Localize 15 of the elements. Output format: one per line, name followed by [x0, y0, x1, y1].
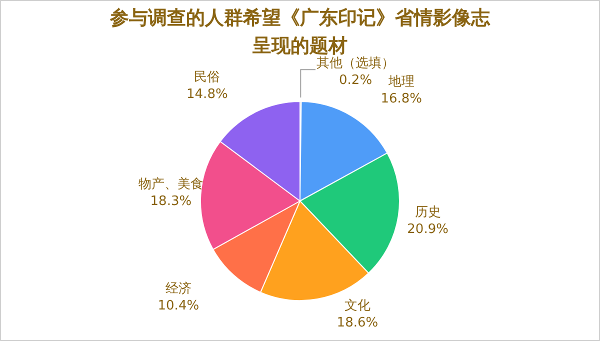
data-label: 18.6% — [336, 315, 378, 330]
data-label: 14.8% — [186, 86, 228, 102]
chart-title: 参与调查的人群希望《广东印记》省情影像志呈现的题材 — [109, 6, 492, 57]
data-label: 0.2% — [339, 73, 372, 88]
data-label: 16.8% — [380, 91, 422, 106]
slice-label: 其他（选填） — [316, 56, 395, 72]
slice-label: 文化 — [344, 298, 370, 314]
slice-label: 地理 — [387, 74, 414, 90]
slice-label: 民俗 — [194, 70, 220, 85]
data-label: 20.9% — [407, 222, 448, 238]
data-label: 18.3% — [150, 194, 192, 209]
slice-label: 物产、美食 — [138, 176, 204, 192]
data-label: 10.4% — [158, 298, 200, 314]
slice-label: 经济 — [165, 281, 192, 296]
slice-label: 历史 — [414, 205, 441, 220]
